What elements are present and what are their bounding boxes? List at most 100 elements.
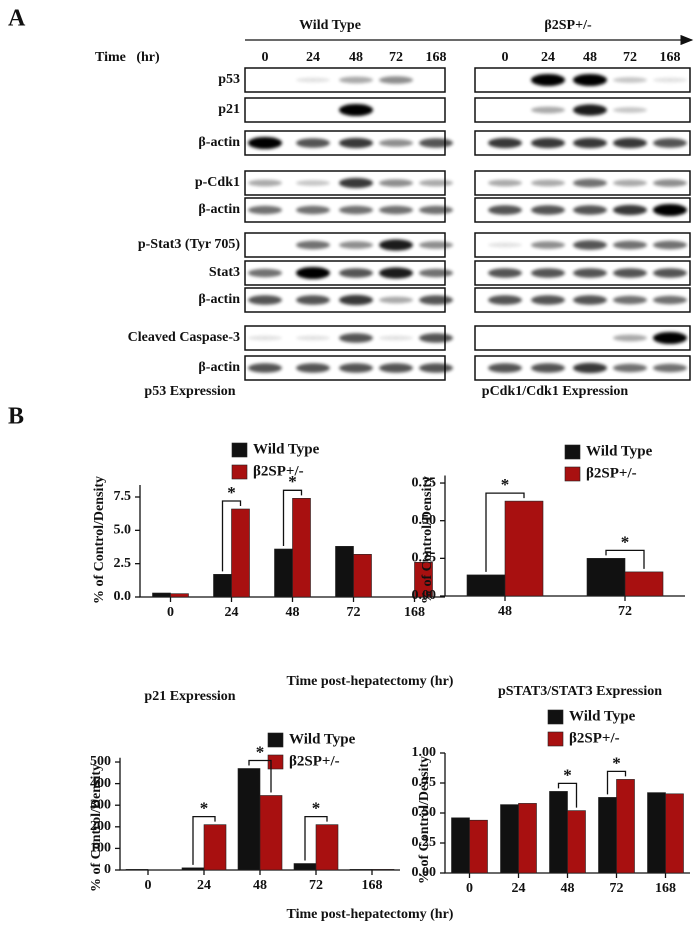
- band: [379, 179, 413, 187]
- y-axis-label: % of Control/Density: [89, 764, 104, 892]
- band: [379, 76, 413, 84]
- band: [531, 106, 565, 114]
- time-point: 72: [389, 50, 403, 65]
- y-tick-label: 0: [104, 862, 111, 877]
- y-axis-label: % of Control/Density: [92, 476, 107, 604]
- blot-label: Cleaved Caspase-3: [128, 330, 240, 345]
- bar: [274, 548, 293, 598]
- bar: [414, 562, 433, 598]
- bar: [567, 810, 586, 874]
- band: [248, 363, 282, 373]
- time-point: 48: [583, 50, 597, 65]
- significance-bracket: [248, 759, 272, 793]
- legend-label: β2SP+/-: [289, 753, 340, 769]
- blot-label: Stat3: [209, 265, 240, 280]
- significance-marker: *: [621, 532, 630, 551]
- time-point: 168: [660, 50, 681, 65]
- significance-marker: *: [256, 742, 265, 761]
- band: [531, 179, 565, 187]
- bar: [259, 795, 283, 871]
- band: [488, 295, 522, 305]
- band: [296, 138, 330, 148]
- x-axis-label: Time post-hepatectomy (hr): [287, 674, 454, 689]
- time-point: 0: [502, 50, 509, 65]
- x-tick-label: 24: [225, 605, 239, 620]
- bar: [213, 574, 232, 598]
- significance-marker: *: [612, 753, 621, 772]
- bar: [518, 803, 537, 874]
- time-point: 48: [349, 50, 363, 65]
- group-label: β2SP+/-: [544, 18, 592, 33]
- x-tick-label: 168: [404, 605, 425, 620]
- band: [419, 205, 453, 215]
- band: [339, 177, 373, 189]
- significance-marker: *: [200, 799, 209, 818]
- bar: [292, 498, 311, 598]
- band: [296, 240, 330, 250]
- band: [653, 138, 687, 148]
- y-tick-label: 0.00: [412, 865, 437, 880]
- band: [296, 295, 330, 305]
- band: [613, 240, 647, 250]
- blot-label: p53: [218, 72, 240, 87]
- bar: [451, 817, 470, 874]
- bar: [125, 869, 149, 871]
- band: [613, 107, 647, 113]
- band: [613, 268, 647, 278]
- band: [419, 179, 453, 187]
- legend-label: Wild Type: [586, 443, 653, 459]
- band: [379, 296, 413, 304]
- y-tick-label: 1.00: [412, 745, 437, 760]
- band: [248, 295, 282, 305]
- legend-swatch: [564, 444, 581, 460]
- time-label: Time (hr): [95, 50, 160, 65]
- band: [488, 268, 522, 278]
- y-tick-label: 0.50: [412, 513, 437, 528]
- band: [296, 363, 330, 373]
- band: [573, 362, 607, 374]
- band: [296, 180, 330, 186]
- band: [573, 178, 607, 188]
- legend-swatch: [267, 732, 284, 748]
- legend-label: β2SP+/-: [586, 465, 637, 481]
- band: [419, 138, 453, 148]
- band: [339, 76, 373, 84]
- x-tick-label: 24: [512, 881, 526, 896]
- band: [339, 103, 373, 117]
- band: [653, 240, 687, 250]
- bar: [504, 500, 544, 597]
- x-tick-label: 72: [618, 604, 632, 619]
- band: [379, 139, 413, 147]
- legend-label: β2SP+/-: [253, 463, 304, 479]
- legend-swatch: [564, 466, 581, 482]
- bar: [500, 804, 519, 874]
- band: [653, 295, 687, 305]
- significance-bracket: [304, 815, 328, 861]
- band: [488, 242, 522, 248]
- band: [573, 295, 607, 305]
- band: [531, 241, 565, 249]
- legend-label: Wild Type: [289, 731, 356, 747]
- band: [573, 268, 607, 278]
- bar: [353, 554, 372, 598]
- band: [531, 268, 565, 278]
- band: [613, 179, 647, 187]
- bar: [665, 793, 684, 874]
- bar: [616, 779, 635, 874]
- band: [573, 137, 607, 149]
- bar: [624, 571, 664, 597]
- bar: [237, 768, 261, 871]
- bar: [203, 824, 227, 871]
- significance-bracket: [282, 489, 303, 546]
- band: [531, 137, 565, 149]
- band: [379, 267, 413, 279]
- x-tick-label: 48: [561, 881, 575, 896]
- y-axis-label: % of Control/Density: [417, 756, 432, 884]
- band: [613, 363, 647, 373]
- x-tick-label: 0: [167, 605, 174, 620]
- x-tick-label: 24: [197, 878, 211, 893]
- x-tick-label: 72: [347, 605, 361, 620]
- bar: [349, 869, 373, 871]
- bar: [371, 869, 395, 871]
- legend-label: Wild Type: [253, 441, 320, 457]
